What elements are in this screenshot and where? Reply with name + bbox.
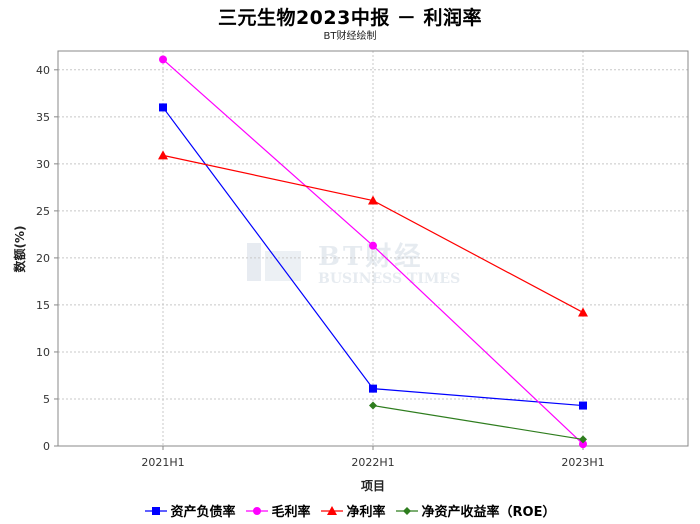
y-tick-label: 30	[36, 158, 50, 171]
watermark-logo-block	[265, 251, 301, 281]
legend-symbol	[326, 505, 337, 515]
series-0	[159, 103, 587, 410]
legend-label: 资产负债率	[170, 505, 236, 520]
y-tick-label: 40	[36, 64, 50, 77]
series-1	[159, 55, 587, 449]
x-tick-label: 2022H1	[351, 456, 394, 469]
series-3	[369, 401, 587, 444]
legend-item: 毛利率	[245, 501, 311, 520]
legend-marker-icon	[245, 506, 268, 515]
legend: 资产负债率 毛利率 净利率 净资产收益率（ROE）	[0, 501, 700, 520]
legend-marker-icon	[144, 506, 167, 515]
data-point	[369, 401, 377, 410]
legend-item: 净利率	[320, 501, 386, 520]
legend-marker-icon	[395, 506, 418, 515]
legend-label: 净资产收益率（ROE）	[421, 505, 556, 520]
watermark-subtext: BUSINESS TIMES	[318, 271, 460, 287]
data-point	[369, 241, 377, 250]
x-axis-label: 项目	[361, 479, 385, 493]
y-tick-label: 35	[36, 111, 50, 124]
y-tick-label: 5	[43, 393, 50, 406]
x-tick-label: 2021H1	[141, 456, 184, 469]
series-line	[372, 404, 584, 441]
data-point	[579, 401, 587, 410]
legend-label: 毛利率	[271, 505, 311, 520]
legend-item: 净资产收益率（ROE）	[395, 501, 556, 520]
legend-symbol	[402, 506, 411, 515]
data-point	[159, 103, 167, 112]
legend-item: 资产负债率	[144, 501, 236, 520]
y-tick-label: 10	[36, 346, 50, 359]
watermark: BT财经 BUSINESS TIMES	[247, 241, 460, 287]
data-point	[579, 440, 587, 449]
x-tick-label: 2023H1	[561, 456, 604, 469]
y-tick-label: 20	[36, 252, 50, 265]
chart-title: 三元生物2023中报 － 利润率	[217, 7, 483, 29]
data-point	[158, 150, 168, 160]
data-point	[579, 435, 587, 444]
watermark-logo-bar	[247, 243, 261, 281]
y-tick-label: 0	[43, 440, 50, 453]
series-2	[158, 150, 588, 317]
y-tick-label: 15	[36, 299, 50, 312]
legend-symbol	[252, 506, 261, 515]
legend-symbol	[151, 506, 160, 515]
data-point	[369, 384, 377, 393]
data-point	[578, 307, 588, 317]
data-point	[368, 195, 378, 205]
data-point	[159, 55, 167, 64]
legend-marker-icon	[320, 505, 343, 515]
legend-label: 净利率	[346, 505, 386, 520]
y-axis-label: 数额(%)	[12, 226, 27, 273]
chart-subtitle: BT财经绘制	[323, 31, 377, 42]
y-tick-label: 25	[36, 205, 50, 218]
